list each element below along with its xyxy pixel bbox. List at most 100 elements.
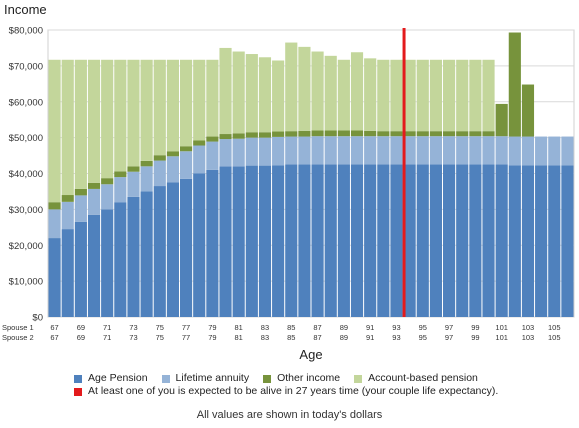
bar-segment [377, 136, 390, 165]
y-tick-label: $0 [32, 313, 43, 324]
x-tick-label-spouse2: 95 [419, 333, 427, 342]
bar-segment [495, 103, 508, 137]
x-tick-label-spouse1: 91 [366, 323, 374, 332]
legend-item-account-based-pension: Account-based pension [354, 372, 478, 385]
y-tick-label: $40,000 [9, 169, 43, 180]
bar-segment [180, 59, 193, 147]
bar-segment [443, 131, 456, 137]
bar-segment [469, 136, 482, 165]
bar-segment [298, 46, 311, 131]
bar-segment [443, 164, 456, 317]
bar-segment [403, 136, 416, 165]
bar-segment [87, 182, 101, 189]
bar-segment [166, 182, 179, 317]
legend-label-age-pension: Age Pension [88, 372, 148, 384]
bar-segment [324, 136, 337, 165]
bar-segment [232, 51, 245, 134]
bar-segment [219, 166, 232, 317]
bar-segment [390, 136, 403, 165]
bar-segment [127, 171, 140, 197]
bar-segment [390, 59, 403, 132]
x-tick-label-spouse2: 105 [548, 333, 561, 342]
x-tick-label-spouse1: 95 [419, 323, 427, 332]
legend-swatch-life-expectancy [74, 387, 82, 396]
bar-segment [324, 130, 337, 137]
y-tick-label: $10,000 [9, 277, 43, 288]
bar-segment [87, 188, 101, 215]
bar-segment [153, 59, 166, 156]
bar-segment [324, 164, 337, 317]
bar-segment [127, 166, 140, 172]
x-tick-label-spouse1: 105 [548, 323, 561, 332]
bar-segment [74, 195, 87, 222]
legend-swatch-lifetime-annuity [161, 374, 170, 383]
bar-segment [258, 165, 272, 317]
spouse1-row-label: Spouse 1 [2, 323, 34, 332]
bar-segment [429, 164, 442, 317]
bar-segment [193, 145, 206, 174]
bar-segment [403, 164, 416, 317]
bar-segment [232, 166, 245, 317]
bar-segment [180, 178, 193, 317]
bar-segment [364, 136, 377, 165]
bar-segment [416, 59, 429, 132]
legend-label-lifetime-annuity: Lifetime annuity [175, 372, 250, 384]
bar-segment [482, 136, 495, 165]
bar-segment [101, 184, 114, 210]
x-tick-label-spouse1: 101 [495, 323, 508, 332]
bar-segment [219, 47, 232, 135]
bar-segment [101, 178, 114, 185]
bar-segment [456, 131, 469, 137]
chart-title: Income [4, 2, 47, 17]
bar-segment [456, 136, 469, 165]
bar-segment [166, 59, 179, 152]
bar-segment [521, 84, 535, 137]
bar-segment [140, 59, 153, 161]
bar-segment [285, 136, 298, 165]
bar-segment [153, 155, 166, 161]
bar-segment [206, 136, 219, 142]
legend-label-account-based-pension: Account-based pension [368, 372, 478, 384]
bar-segment [140, 160, 153, 167]
bar-segment [350, 52, 364, 131]
bar-segment [469, 59, 482, 132]
bar-segment [245, 54, 258, 133]
legend-label-other-income: Other income [277, 372, 341, 384]
bar-segment [272, 131, 285, 137]
bar-segment [298, 164, 311, 317]
bar-segment [298, 130, 311, 137]
bar-segment [193, 140, 206, 146]
bar-segment [232, 133, 245, 139]
x-tick-label-spouse1: 103 [522, 323, 535, 332]
bar-segment [469, 131, 482, 137]
x-tick-label-spouse2: 73 [129, 333, 137, 342]
x-tick-label-spouse2: 69 [77, 333, 85, 342]
bar-segment [416, 131, 429, 137]
x-tick-label-spouse2: 103 [522, 333, 535, 342]
x-tick-label-spouse2: 79 [208, 333, 216, 342]
bar-segment [245, 132, 258, 138]
bar-segment [403, 59, 416, 132]
x-axis-title: Age [299, 347, 322, 362]
x-tick-label-spouse2: 99 [471, 333, 479, 342]
bar-segment [272, 136, 285, 166]
y-tick-label: $20,000 [9, 241, 43, 252]
bar-segment [153, 160, 166, 187]
x-tick-label-spouse1: 89 [340, 323, 348, 332]
bar-segment [140, 191, 153, 317]
bar-segment [443, 59, 456, 132]
bar-segment [350, 164, 364, 317]
bar-segment [311, 130, 324, 137]
bar-segment [206, 141, 219, 170]
bar-segment [285, 164, 298, 317]
bar-segment [495, 164, 508, 317]
bar-segment [482, 164, 495, 317]
bar-segment [350, 136, 364, 165]
bar-segment [193, 59, 206, 141]
bar-segment [416, 164, 429, 317]
y-tick-label: $60,000 [9, 97, 43, 108]
bar-segment [166, 151, 179, 157]
bar-segment [272, 165, 285, 317]
bar-segment [166, 156, 179, 183]
bar-segment [206, 169, 219, 317]
